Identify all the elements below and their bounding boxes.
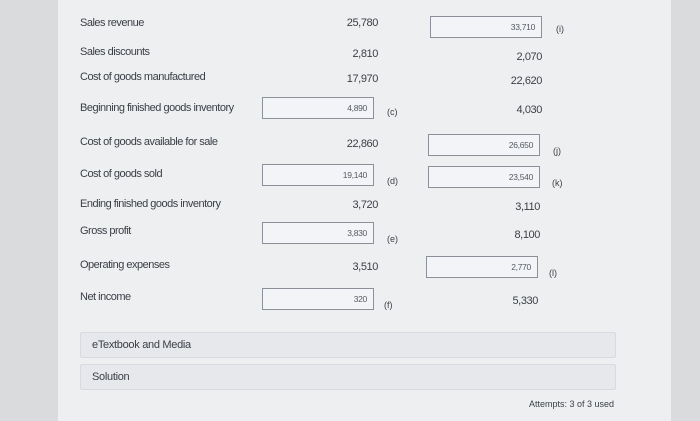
net-income-col2: 5,330: [512, 295, 538, 307]
cogs-col2-tag: (k): [552, 178, 563, 188]
cogs-label: Cost of goods sold: [80, 168, 163, 180]
sales-discounts-label: Sales discounts: [80, 46, 150, 58]
ending-fg-label: Ending finished goods inventory: [80, 198, 221, 210]
net-income-col1-input[interactable]: 320: [262, 288, 374, 310]
ending-fg-col1: 3,720: [352, 199, 378, 211]
cogs-col2-input[interactable]: 23,540: [428, 166, 540, 188]
beginning-fg-col1-input[interactable]: 4,890: [262, 97, 374, 119]
sales-revenue-label: Sales revenue: [80, 17, 144, 29]
gross-profit-col2: 8,100: [514, 229, 540, 241]
beginning-fg-label: Beginning finished goods inventory: [80, 102, 234, 114]
operating-exp-col1: 3,510: [352, 261, 378, 273]
cogas-label: Cost of goods available for sale: [80, 136, 218, 148]
net-income-label: Net income: [80, 291, 131, 303]
sales-revenue-col2-input[interactable]: 33,710: [430, 16, 542, 38]
sales-discounts-col1: 2,810: [352, 48, 378, 60]
operating-exp-col2-input[interactable]: 2,770: [426, 256, 538, 278]
sales-discounts-col2: 2,070: [516, 51, 542, 63]
beginning-fg-col1-tag: (c): [387, 107, 398, 117]
sales-revenue-col1: 25,780: [346, 17, 379, 29]
cogas-col2-input[interactable]: 26,650: [428, 134, 540, 156]
cogm-col2: 22,620: [510, 75, 543, 87]
beginning-fg-col2: 4,030: [516, 104, 542, 116]
cogas-col2-tag: (j): [553, 146, 561, 156]
gross-profit-col1-input[interactable]: 3,830: [262, 222, 374, 244]
sales-revenue-col2-tag: (i): [556, 24, 564, 34]
gross-profit-label: Gross profit: [80, 225, 131, 237]
cogm-label: Cost of goods manufactured: [80, 71, 206, 83]
gross-profit-col1-tag: (e): [387, 234, 398, 244]
cogs-col1-input[interactable]: 19,140: [262, 164, 374, 186]
attempts-counter: Attempts: 3 of 3 used: [528, 399, 614, 409]
operating-exp-label: Operating expenses: [80, 259, 170, 271]
cogm-col1: 17,970: [346, 73, 379, 85]
operating-exp-col2-tag: (l): [549, 268, 557, 278]
ending-fg-col2: 3,110: [515, 201, 540, 213]
cogas-col1: 22,860: [346, 138, 379, 150]
net-income-col1-tag: (f): [384, 300, 393, 310]
solution-link[interactable]: Solution: [80, 364, 616, 390]
etextbook-link[interactable]: eTextbook and Media: [80, 332, 616, 358]
cogs-col1-tag: (d): [387, 176, 398, 186]
